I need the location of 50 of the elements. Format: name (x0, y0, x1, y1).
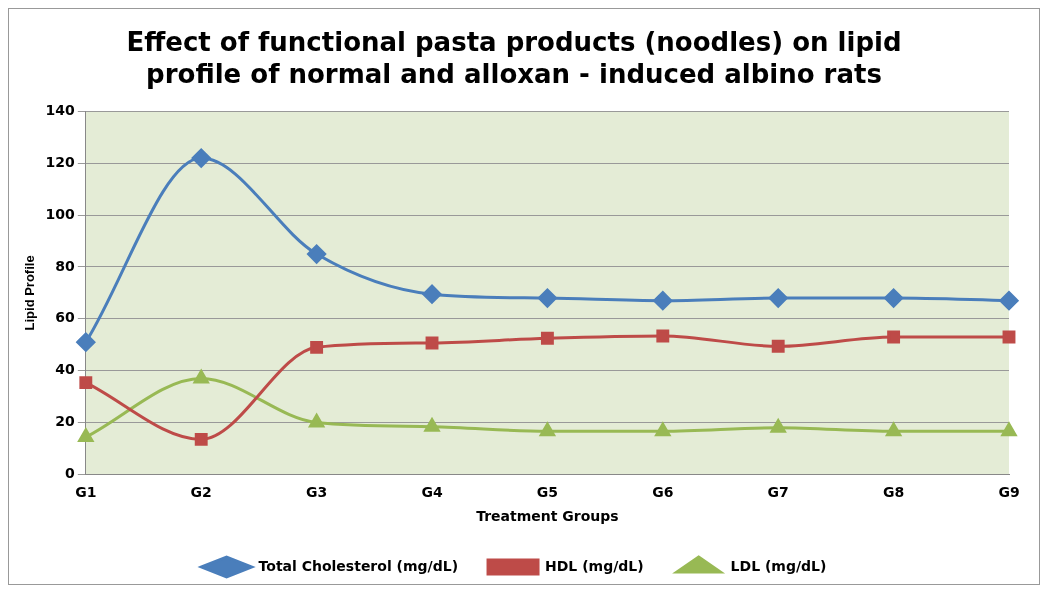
point (768, 288, 788, 308)
y-tick-label: 0 (65, 465, 76, 482)
point (191, 148, 211, 168)
point (309, 414, 325, 428)
y-tick-label: 100 (45, 205, 76, 222)
x-tick-label: G8 (882, 484, 905, 501)
legend-label: LDL (mg/dL) (730, 557, 827, 574)
point (540, 331, 554, 345)
y-tick-label: 120 (45, 153, 76, 170)
x-tick-label: G4 (421, 484, 443, 501)
point (887, 330, 901, 344)
point (539, 422, 555, 437)
y-tick-label: 80 (55, 257, 76, 274)
y-axis-title: Lipid Profile (22, 255, 38, 331)
point (770, 419, 786, 433)
x-tick-label: G3 (306, 484, 328, 501)
point (424, 418, 440, 432)
x-tick-label: G9 (998, 484, 1020, 501)
point (537, 288, 557, 308)
point (884, 288, 904, 308)
x-tick-label: G7 (767, 484, 789, 501)
point (656, 329, 670, 343)
point (422, 284, 442, 304)
point (307, 244, 327, 264)
point (999, 291, 1019, 311)
x-tick-label: G6 (652, 484, 674, 501)
point (655, 422, 671, 437)
y-tick-label: 20 (55, 413, 76, 430)
y-tick-label: 40 (55, 361, 76, 378)
point (771, 339, 785, 353)
point (886, 422, 902, 437)
point (1002, 330, 1016, 344)
point (78, 428, 94, 443)
chart-title: Effect of functional pasta products (noodles) on lipid profile of normal and alloxan - induced albino rats (126, 27, 902, 89)
x-tick-label: G5 (536, 484, 559, 501)
point (79, 376, 93, 390)
point (194, 432, 208, 446)
point (193, 369, 209, 384)
x-tick-label: G1 (75, 484, 97, 501)
point (653, 291, 673, 311)
point (1001, 422, 1017, 437)
point (425, 336, 439, 350)
y-tick-label: 140 (45, 102, 76, 119)
legend-label: HDL (mg/dL) (545, 557, 644, 574)
x-axis-title: Treatment Groups (476, 508, 619, 525)
legend-label: Total Cholesterol (mg/dL) (258, 557, 459, 574)
y-tick-label: 60 (55, 309, 76, 326)
x-tick-label: G2 (190, 484, 212, 501)
point (310, 340, 324, 354)
point (76, 332, 96, 352)
